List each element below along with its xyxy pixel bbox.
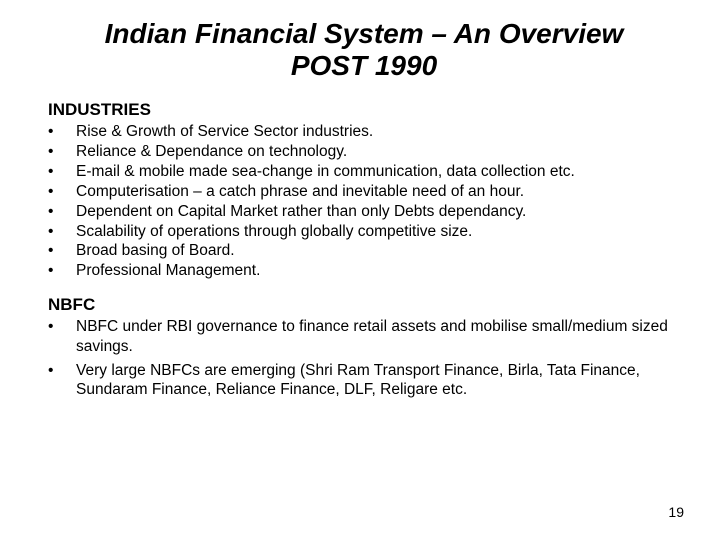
bullet-icon: • [48, 142, 76, 162]
bullet-list-nbfc: •NBFC under RBI governance to finance re… [48, 317, 680, 400]
section-heading-industries: INDUSTRIES [48, 100, 680, 120]
bullet-icon: • [48, 122, 76, 142]
bullet-icon: • [48, 361, 76, 401]
list-item-text: E-mail & mobile made sea-change in commu… [76, 162, 680, 182]
bullet-icon: • [48, 182, 76, 202]
title-line-1: Indian Financial System – An Overview [105, 18, 624, 49]
list-item: •Scalability of operations through globa… [48, 222, 680, 242]
bullet-icon: • [48, 317, 76, 357]
title-line-2: POST 1990 [291, 50, 437, 81]
bullet-icon: • [48, 222, 76, 242]
slide-title: Indian Financial System – An Overview PO… [48, 18, 680, 82]
list-item: •Rise & Growth of Service Sector industr… [48, 122, 680, 142]
list-item: •Professional Management. [48, 261, 680, 281]
list-item: •NBFC under RBI governance to finance re… [48, 317, 680, 357]
page-number: 19 [668, 504, 684, 520]
section-heading-nbfc: NBFC [48, 295, 680, 315]
section-nbfc: NBFC •NBFC under RBI governance to finan… [48, 295, 680, 400]
list-item-text: Professional Management. [76, 261, 680, 281]
list-item: •Reliance & Dependance on technology. [48, 142, 680, 162]
list-item-text: Very large NBFCs are emerging (Shri Ram … [76, 361, 680, 401]
list-item-text: NBFC under RBI governance to finance ret… [76, 317, 680, 357]
list-item: •Very large NBFCs are emerging (Shri Ram… [48, 361, 680, 401]
bullet-icon: • [48, 241, 76, 261]
list-item: •Computerisation – a catch phrase and in… [48, 182, 680, 202]
list-item-text: Rise & Growth of Service Sector industri… [76, 122, 680, 142]
list-item: •Broad basing of Board. [48, 241, 680, 261]
bullet-icon: • [48, 202, 76, 222]
list-item-text: Reliance & Dependance on technology. [76, 142, 680, 162]
bullet-list-industries: •Rise & Growth of Service Sector industr… [48, 122, 680, 281]
list-item: •Dependent on Capital Market rather than… [48, 202, 680, 222]
list-item-text: Dependent on Capital Market rather than … [76, 202, 680, 222]
list-item-text: Broad basing of Board. [76, 241, 680, 261]
section-industries: INDUSTRIES •Rise & Growth of Service Sec… [48, 100, 680, 281]
list-item-text: Computerisation – a catch phrase and ine… [76, 182, 680, 202]
list-item: • E-mail & mobile made sea-change in com… [48, 162, 680, 182]
slide: Indian Financial System – An Overview PO… [0, 0, 720, 540]
bullet-icon: • [48, 261, 76, 281]
list-item-text: Scalability of operations through global… [76, 222, 680, 242]
bullet-icon: • [48, 162, 76, 182]
